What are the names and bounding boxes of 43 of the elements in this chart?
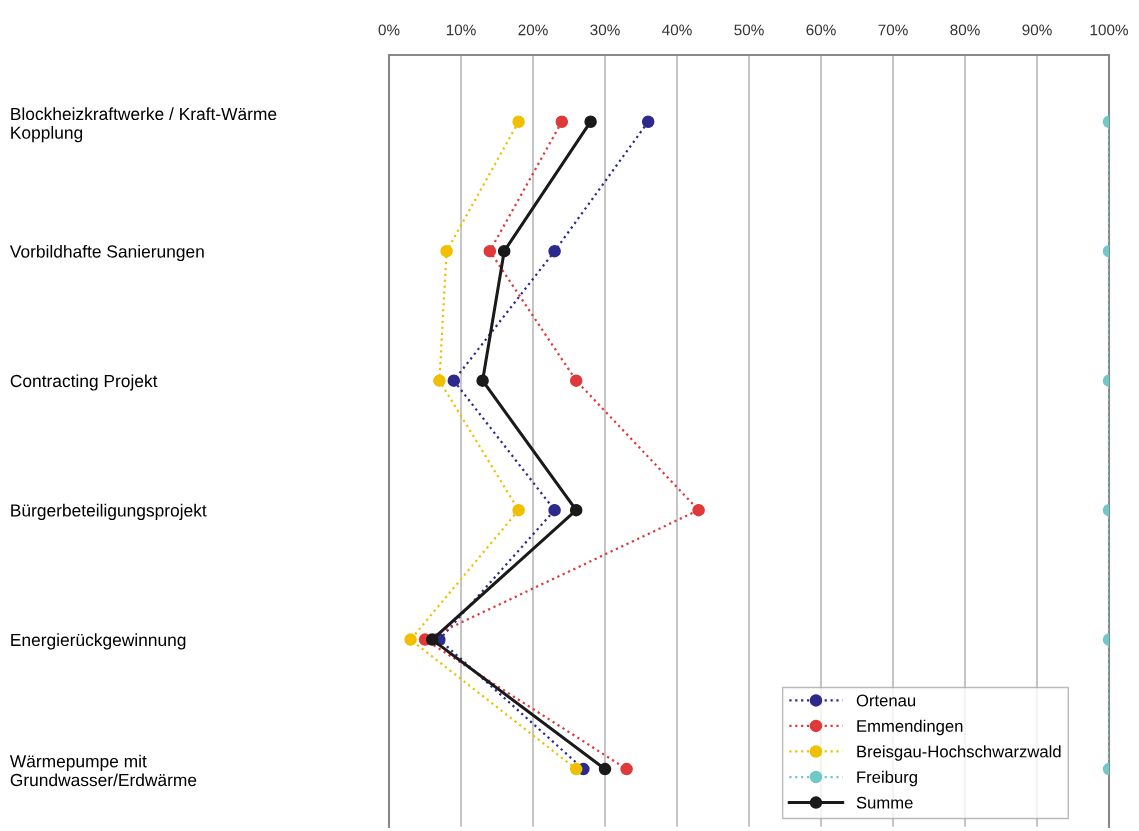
legend-label: Emmendingen bbox=[857, 719, 963, 736]
point bbox=[512, 503, 525, 517]
x-tick-label: 60% bbox=[806, 24, 836, 36]
x-tick-label: 80% bbox=[950, 24, 980, 36]
y-tick-label: Wärmepumpe mit Grundwasser/Erdwärme bbox=[9, 754, 197, 787]
x-tick-label: 10% bbox=[446, 24, 476, 36]
point bbox=[569, 503, 583, 517]
legend-label: Summe bbox=[856, 796, 913, 809]
y-tick-label: Contracting Projekt bbox=[10, 374, 158, 391]
x-tick-label: 30% bbox=[590, 24, 620, 36]
legend-label: Freiburg bbox=[857, 770, 917, 787]
point bbox=[440, 244, 453, 258]
point bbox=[433, 374, 446, 387]
point bbox=[569, 762, 583, 776]
point bbox=[404, 633, 417, 646]
x-tick-label: 20% bbox=[518, 24, 548, 36]
point bbox=[512, 115, 525, 128]
point bbox=[476, 374, 489, 387]
point bbox=[555, 115, 569, 128]
point bbox=[483, 244, 497, 258]
x-tick-label: 90% bbox=[1022, 24, 1052, 36]
y-tick-label: Blockheizkraftwerke / Kraft-Wärme Kopplung bbox=[11, 107, 277, 143]
point bbox=[641, 115, 655, 128]
legend-label: Ortenau bbox=[856, 694, 916, 707]
y-tick-label: Vorbildhafte Sanierungen bbox=[9, 244, 204, 262]
x-tick-label: 50% bbox=[734, 24, 764, 36]
x-tick-label: 70% bbox=[878, 24, 908, 36]
point bbox=[425, 633, 439, 646]
point bbox=[497, 244, 511, 258]
x-tick-label: 100% bbox=[1090, 24, 1128, 36]
legend-label: Breisgau-Hochschwarzwald bbox=[857, 745, 1061, 761]
x-tick-label: 0% bbox=[378, 24, 400, 36]
point bbox=[598, 762, 612, 776]
point bbox=[620, 762, 633, 776]
y-tick-label: Bürgerbeteiligungsprojekt bbox=[11, 503, 207, 521]
point bbox=[569, 374, 583, 387]
point bbox=[584, 115, 597, 128]
point bbox=[447, 374, 461, 387]
y-tick-label: Energierückgewinnung bbox=[11, 633, 186, 650]
point bbox=[548, 244, 561, 258]
x-tick-label: 40% bbox=[662, 24, 692, 36]
point bbox=[548, 503, 561, 517]
point bbox=[692, 503, 705, 517]
